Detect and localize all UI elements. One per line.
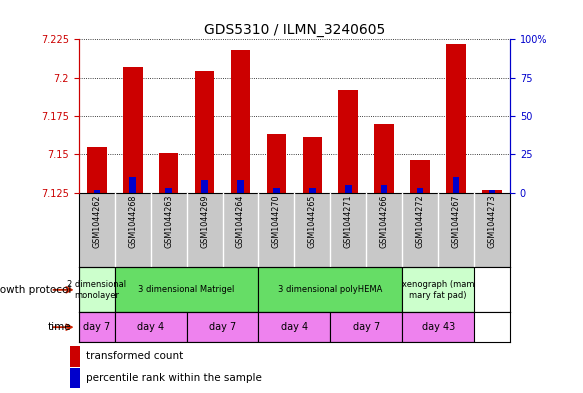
Bar [258, 267, 402, 312]
Text: GSM1044267: GSM1044267 [452, 195, 461, 248]
Text: day 7: day 7 [353, 322, 380, 332]
Bar [381, 185, 388, 193]
Bar [339, 90, 358, 193]
Text: GSM1044272: GSM1044272 [416, 195, 425, 248]
Text: 3 dimensional Matrigel: 3 dimensional Matrigel [138, 285, 235, 294]
Bar [374, 123, 394, 193]
Text: xenograph (mam
mary fat pad): xenograph (mam mary fat pad) [402, 280, 475, 299]
Bar [303, 138, 322, 193]
Text: GSM1044269: GSM1044269 [200, 195, 209, 248]
Bar [115, 267, 258, 312]
Bar [345, 185, 352, 193]
Text: GSM1044265: GSM1044265 [308, 195, 317, 248]
Bar [417, 188, 423, 193]
Text: GSM1044273: GSM1044273 [487, 195, 497, 248]
Bar [237, 180, 244, 193]
Bar [93, 189, 100, 193]
Bar [410, 160, 430, 193]
Text: GSM1044266: GSM1044266 [380, 195, 389, 248]
Bar [266, 134, 286, 193]
Text: day 7: day 7 [209, 322, 236, 332]
Text: percentile rank within the sample: percentile rank within the sample [86, 373, 262, 383]
Bar [258, 312, 331, 342]
Bar [309, 188, 315, 193]
Text: day 7: day 7 [83, 322, 110, 332]
Text: GSM1044263: GSM1044263 [164, 195, 173, 248]
Bar [187, 312, 258, 342]
Bar [402, 312, 474, 342]
Text: GSM1044271: GSM1044271 [344, 195, 353, 248]
Bar [129, 177, 136, 193]
Text: 2 dimensional
monolayer: 2 dimensional monolayer [67, 280, 127, 299]
Text: day 4: day 4 [137, 322, 164, 332]
Bar [70, 368, 80, 388]
Text: GSM1044262: GSM1044262 [92, 195, 101, 248]
Bar [166, 188, 172, 193]
Bar [489, 189, 496, 193]
Bar [201, 180, 208, 193]
Bar [231, 50, 250, 193]
Bar [70, 346, 80, 367]
Text: GSM1044270: GSM1044270 [272, 195, 281, 248]
Text: day 4: day 4 [281, 322, 308, 332]
Text: day 43: day 43 [422, 322, 455, 332]
Title: GDS5310 / ILMN_3240605: GDS5310 / ILMN_3240605 [204, 23, 385, 37]
Bar [482, 189, 502, 193]
Bar [79, 312, 115, 342]
Bar [331, 312, 402, 342]
Text: time: time [48, 322, 72, 332]
Bar [195, 72, 215, 193]
Text: transformed count: transformed count [86, 351, 184, 362]
Bar [159, 153, 178, 193]
Bar [123, 67, 142, 193]
Bar [447, 44, 466, 193]
Text: GSM1044264: GSM1044264 [236, 195, 245, 248]
Bar [87, 147, 107, 193]
Bar [453, 177, 459, 193]
Bar [273, 188, 280, 193]
Bar [115, 312, 187, 342]
Text: 3 dimensional polyHEMA: 3 dimensional polyHEMA [278, 285, 382, 294]
Bar [402, 267, 474, 312]
Text: growth protocol: growth protocol [0, 285, 72, 295]
Bar [79, 267, 115, 312]
Text: GSM1044268: GSM1044268 [128, 195, 137, 248]
